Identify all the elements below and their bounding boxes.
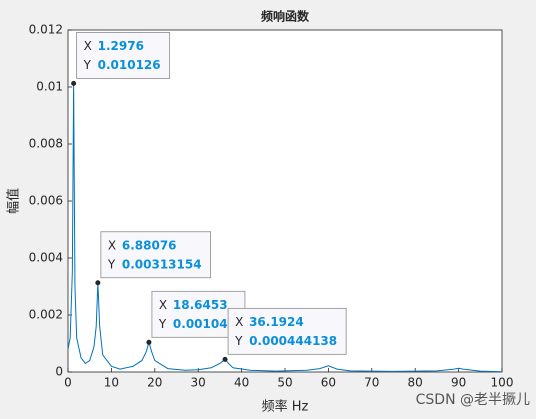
datatip-point <box>222 356 228 362</box>
x-tick-label: 70 <box>364 376 379 390</box>
y-tick-label: 0.004 <box>29 251 63 265</box>
datatip: XY 6.88076 0.00313154 <box>100 231 211 279</box>
x-tick-label: 60 <box>321 376 336 390</box>
datatip-box <box>100 231 211 279</box>
datatip-x-key: X <box>159 298 167 312</box>
datatip-point <box>71 80 77 86</box>
x-tick-label: 40 <box>234 376 249 390</box>
datatip-x-value: 36.1924 <box>249 315 304 329</box>
datatip-x-key: X <box>84 39 92 53</box>
datatip-y-value: 0.010126 <box>98 58 161 72</box>
datatip-point <box>146 339 152 345</box>
datatip-y-value: 0.001042 <box>173 317 236 331</box>
y-axis-label: 幅值 <box>6 188 22 214</box>
datatip-box <box>76 32 171 79</box>
x-tick-label: 50 <box>277 376 292 390</box>
datatip-x-key: X <box>235 315 243 329</box>
x-tick-label: 100 <box>491 376 514 390</box>
datatip-y-key: Y <box>234 334 243 348</box>
chart-title: 频响函数 <box>261 9 310 24</box>
datatip: XY 1.2976 0.010126 <box>76 32 171 79</box>
datatip-x-key: X <box>108 238 116 252</box>
y-tick-label: 0.008 <box>29 137 63 151</box>
datatip-x-value: 6.88076 <box>122 238 177 252</box>
y-tick-label: 0 <box>55 365 63 379</box>
x-tick-label: 90 <box>451 376 466 390</box>
watermark: CSDN @老半撅儿 <box>416 392 530 408</box>
datatip-y-value: 0.00313154 <box>122 257 202 271</box>
y-tick-label: 0.01 <box>36 80 63 94</box>
datatip-x-value: 1.2976 <box>98 39 144 53</box>
datatip-y-key: Y <box>107 257 116 271</box>
datatip-x-value: 18.6453 <box>173 298 228 312</box>
datatip-point <box>95 280 101 286</box>
x-tick-label: 80 <box>408 376 423 390</box>
datatip-y-value: 0.000444138 <box>249 334 337 348</box>
datatip: XY 36.1924 0.000444138 <box>227 307 347 355</box>
x-axis-label: 频率 Hz <box>262 399 309 415</box>
line <box>67 83 503 373</box>
datatip-y-key: Y <box>158 317 167 331</box>
datatip-y-key: Y <box>83 58 92 72</box>
x-tick-label: 10 <box>104 376 119 390</box>
x-tick-label: 0 <box>64 376 72 390</box>
x-tick-label: 30 <box>191 376 206 390</box>
datatip-box <box>227 307 347 355</box>
y-tick-label: 0.012 <box>29 23 63 37</box>
y-tick-label: 0.002 <box>29 308 63 322</box>
y-tick-label: 0.006 <box>29 194 63 208</box>
x-tick-label: 20 <box>147 376 162 390</box>
